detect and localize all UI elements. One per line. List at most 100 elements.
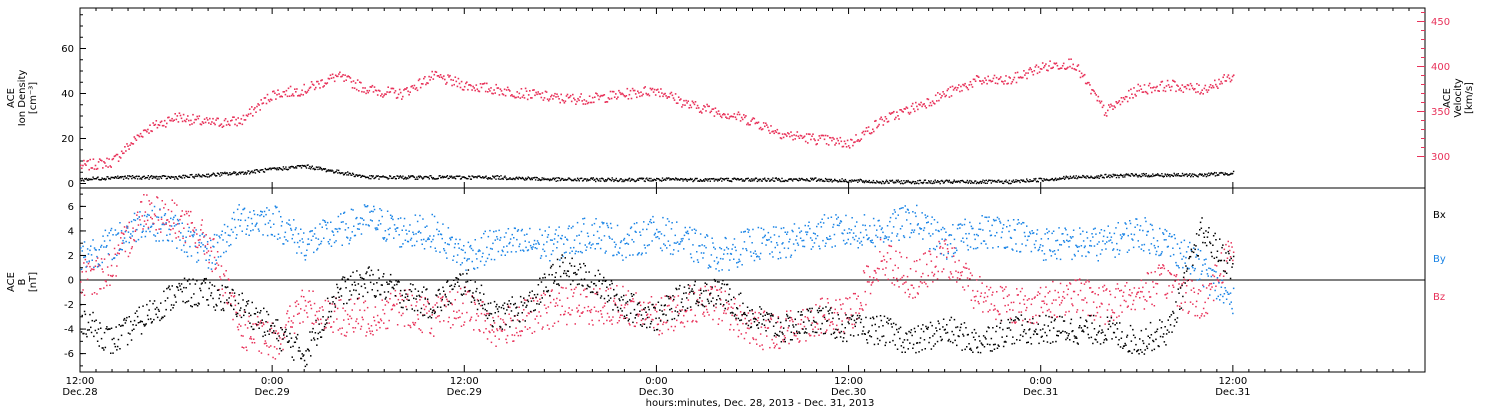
bz-point — [216, 251, 219, 253]
bz-point — [1227, 240, 1229, 243]
bz-point — [100, 288, 102, 290]
bz-point — [290, 320, 293, 322]
velocity-point — [584, 103, 587, 105]
bz-point — [904, 291, 906, 294]
bz-point — [820, 332, 823, 334]
by-point — [666, 218, 669, 220]
bz-point — [891, 282, 893, 284]
velocity-point — [331, 73, 334, 76]
velocity-point — [311, 83, 314, 86]
density-point — [826, 180, 828, 182]
velocity-point — [1030, 68, 1032, 71]
by-point — [541, 234, 543, 236]
velocity-point — [104, 162, 106, 164]
by-point — [295, 227, 297, 229]
bz-point — [162, 222, 164, 224]
density-point — [405, 178, 407, 180]
velocity-point — [105, 165, 107, 167]
density-point — [1188, 174, 1190, 176]
velocity-point — [814, 139, 816, 142]
by-point — [148, 214, 150, 216]
bz-point — [173, 202, 176, 204]
bz-point — [804, 316, 806, 318]
bz-point — [693, 291, 696, 294]
bz-point — [1022, 319, 1024, 322]
velocity-point — [338, 73, 340, 75]
bz-point — [166, 219, 169, 221]
velocity-point — [269, 98, 272, 101]
velocity-point — [693, 103, 696, 106]
by-point — [409, 224, 411, 226]
bz-point — [829, 321, 832, 324]
bz-point — [339, 327, 341, 330]
density-point — [304, 164, 306, 167]
bz-point — [499, 328, 501, 330]
bz-point — [419, 329, 422, 331]
density-point — [533, 177, 535, 179]
by-point — [273, 235, 276, 237]
bz-point — [391, 308, 393, 310]
density-point — [1190, 174, 1193, 177]
density-point — [720, 177, 722, 179]
density-point — [589, 179, 591, 181]
by-point — [425, 240, 427, 242]
density-point — [408, 176, 411, 179]
velocity-point — [1120, 97, 1123, 99]
density-point — [516, 177, 519, 180]
density-point — [732, 178, 735, 180]
velocity-point — [420, 83, 423, 85]
bz-point — [779, 347, 781, 349]
density-point — [839, 180, 842, 183]
bz-point — [901, 276, 903, 279]
bz-point — [786, 310, 788, 312]
density-point — [145, 176, 147, 179]
bz-point — [892, 277, 895, 279]
velocity-point — [580, 93, 582, 95]
velocity-point — [894, 118, 896, 121]
by-point — [396, 227, 398, 229]
bz-point — [608, 316, 610, 318]
density-point — [892, 181, 894, 183]
density-point — [520, 177, 523, 180]
bz-point — [390, 308, 393, 311]
velocity-point — [827, 144, 830, 146]
by-point — [457, 243, 460, 245]
by-point — [604, 252, 606, 254]
bz-point — [974, 299, 976, 302]
density-point — [907, 179, 909, 182]
density-point — [261, 169, 263, 171]
bz-point — [96, 257, 99, 259]
density-point — [749, 179, 751, 181]
density-point — [647, 179, 649, 181]
by-point — [366, 205, 368, 208]
density-point — [200, 175, 202, 177]
velocity-point — [813, 138, 815, 140]
density-point — [632, 178, 635, 181]
bz-point — [1042, 311, 1044, 314]
bz-point — [175, 237, 177, 239]
velocity-point — [932, 102, 935, 104]
bz-point — [606, 312, 609, 315]
velocity-point — [530, 97, 532, 99]
bz-point — [745, 332, 747, 334]
by-point — [473, 268, 476, 270]
velocity-point — [811, 135, 813, 137]
velocity-point — [993, 74, 996, 77]
velocity-point — [773, 132, 775, 135]
velocity-point — [402, 95, 404, 98]
bz-point — [846, 317, 848, 320]
velocity-point — [433, 73, 436, 76]
by-point — [695, 229, 697, 232]
by-point — [107, 253, 110, 255]
by-point — [136, 218, 139, 220]
bz-point — [864, 290, 866, 293]
bz-point — [93, 292, 96, 294]
by-point — [162, 239, 164, 242]
bz-point — [179, 218, 181, 221]
bz-point — [1145, 282, 1147, 284]
density-point — [130, 175, 132, 178]
by-point — [717, 261, 720, 263]
by-point — [781, 243, 783, 245]
bz-point — [86, 278, 89, 281]
density-point — [209, 174, 211, 177]
